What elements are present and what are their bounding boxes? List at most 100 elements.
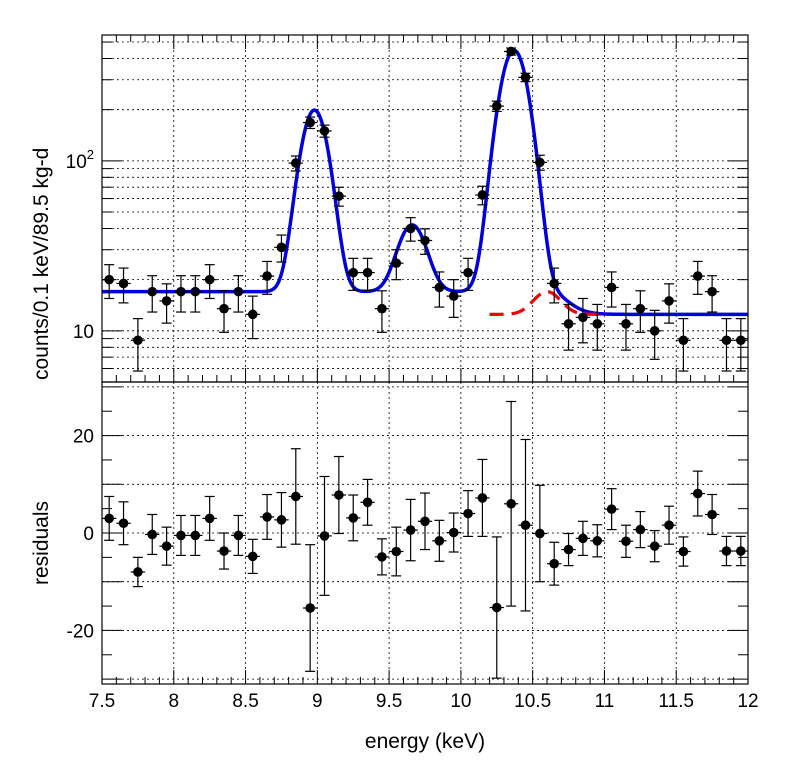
spectrum-y-axis-label: counts/0.1 keV/89.5 kg-d <box>30 148 53 380</box>
residuals-data-points <box>102 400 748 679</box>
data-marker <box>491 101 502 111</box>
data-marker <box>477 190 488 200</box>
data-marker <box>635 524 646 535</box>
data-marker <box>334 490 344 500</box>
data-point <box>475 458 490 538</box>
data-point <box>676 536 691 567</box>
x-tick-label: 11.5 <box>658 691 694 712</box>
data-point <box>633 510 648 549</box>
data-marker <box>319 126 330 136</box>
data-point <box>661 505 677 545</box>
data-marker <box>118 518 129 529</box>
data-point <box>575 297 591 344</box>
data-point <box>604 488 619 531</box>
data-marker <box>190 530 201 541</box>
data-point <box>518 72 533 83</box>
data-marker <box>606 504 617 514</box>
data-marker <box>291 491 301 502</box>
data-point <box>274 234 289 263</box>
data-marker <box>233 286 244 297</box>
data-marker <box>176 530 186 541</box>
data-marker <box>190 286 201 297</box>
data-point <box>360 478 375 526</box>
data-point <box>302 544 318 672</box>
data-marker <box>161 296 172 306</box>
data-marker <box>319 531 330 541</box>
data-marker <box>362 497 373 508</box>
data-point <box>145 275 160 313</box>
residuals-ticks <box>101 386 749 684</box>
x-tick-label: 10.5 <box>514 691 551 712</box>
data-point <box>647 529 662 563</box>
data-marker <box>377 303 387 314</box>
data-point <box>676 318 691 372</box>
x-tick-label: 7.5 <box>89 691 115 712</box>
data-point <box>561 303 576 351</box>
data-point <box>503 400 519 607</box>
data-point <box>374 290 390 333</box>
data-point <box>259 260 275 295</box>
data-marker <box>506 46 516 57</box>
data-point <box>489 100 504 112</box>
data-point <box>130 556 146 588</box>
residuals-frame <box>101 381 749 685</box>
data-marker <box>578 312 588 323</box>
data-point <box>604 271 619 308</box>
data-marker <box>291 158 301 168</box>
data-point <box>704 275 720 313</box>
data-marker <box>161 541 172 551</box>
data-point <box>547 541 562 586</box>
data-point <box>302 116 318 130</box>
data-point <box>188 514 203 557</box>
data-marker <box>219 303 229 314</box>
data-point <box>518 438 533 612</box>
data-marker <box>247 551 258 562</box>
data-marker <box>262 271 272 281</box>
data-marker <box>305 603 315 613</box>
data-point <box>690 260 705 295</box>
data-point <box>288 448 303 545</box>
data-marker <box>491 602 502 613</box>
data-point <box>102 264 117 300</box>
data-point <box>188 275 203 313</box>
data-point <box>159 283 174 324</box>
y-tick-label: -20 <box>67 621 94 642</box>
data-marker <box>104 274 114 285</box>
data-marker <box>664 296 674 306</box>
data-marker <box>405 223 416 234</box>
data-point <box>173 514 189 557</box>
residuals-x-tick-labels: 7.5 8 8.5 9 9.5 10 10.5 11 11.5 12 <box>89 691 759 712</box>
data-point <box>432 519 447 562</box>
data-point <box>618 524 634 558</box>
data-point <box>489 536 504 679</box>
data-point <box>733 318 748 372</box>
data-point <box>159 526 174 566</box>
data-marker <box>520 72 531 83</box>
data-point <box>202 495 217 541</box>
data-marker <box>405 525 416 535</box>
data-point <box>403 217 418 242</box>
spectrum-data-points <box>102 46 748 372</box>
data-marker <box>721 546 732 556</box>
data-marker <box>420 235 430 246</box>
data-point <box>575 520 591 557</box>
data-point <box>460 257 476 291</box>
data-marker <box>434 282 445 293</box>
data-point <box>547 267 562 304</box>
data-point <box>360 257 375 291</box>
residuals-y-tick-labels: 20 0 -20 <box>67 427 94 643</box>
data-marker <box>707 509 717 520</box>
data-marker <box>535 157 545 168</box>
data-point <box>719 318 734 372</box>
data-marker <box>448 291 459 301</box>
data-point <box>690 470 705 517</box>
data-point <box>561 532 576 567</box>
data-point <box>116 267 131 304</box>
data-marker <box>592 318 603 329</box>
data-point <box>590 524 605 558</box>
data-point <box>618 303 634 351</box>
data-marker <box>578 533 588 544</box>
data-point <box>116 501 131 546</box>
x-tick-label: 8.5 <box>232 691 258 712</box>
data-marker <box>176 286 186 297</box>
